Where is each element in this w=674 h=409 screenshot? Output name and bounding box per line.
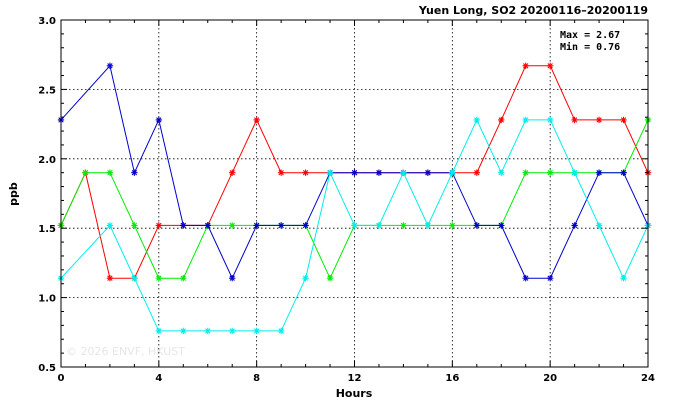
y-tick-label: 3.0	[38, 16, 56, 27]
series-3	[57, 116, 652, 335]
watermark: © 2026 ENVF, HKUST	[66, 345, 185, 358]
data-point	[155, 222, 163, 229]
data-point	[106, 169, 114, 176]
data-point	[473, 116, 480, 124]
data-point	[302, 274, 309, 282]
data-point	[229, 169, 236, 176]
data-point	[180, 327, 187, 335]
annotation-max: Max = 2.67	[560, 30, 620, 41]
data-point	[82, 169, 89, 176]
data-point	[229, 327, 236, 335]
ticks: 0 4 8 12 16 20 24 0.5 1.0 1.5 2.0 2.5 3.0	[38, 16, 655, 384]
series-line	[60, 118, 649, 332]
series-line	[60, 119, 649, 280]
x-tick-label: 24	[641, 373, 655, 384]
data-point	[473, 222, 480, 229]
x-axis-label: Hours	[336, 387, 373, 400]
chart-title: Yuen Long, SO2 20200116–20200119	[418, 4, 648, 17]
data-point	[155, 327, 163, 335]
data-point	[571, 116, 578, 124]
data-point	[522, 116, 529, 124]
data-point	[351, 222, 358, 229]
data-point	[595, 116, 603, 124]
data-point	[375, 222, 383, 229]
data-point	[155, 116, 163, 124]
x-tick-label: 20	[543, 373, 557, 384]
data-point	[277, 169, 285, 176]
data-point	[302, 169, 309, 176]
x-tick-label: 8	[253, 373, 260, 384]
grid	[61, 20, 648, 367]
series-line	[60, 64, 649, 280]
y-tick-label: 1.5	[38, 224, 56, 235]
data-point	[400, 222, 407, 229]
data-point	[546, 116, 554, 124]
data-point	[106, 274, 114, 282]
data-point	[571, 222, 578, 229]
data-point	[204, 327, 211, 335]
data-point	[473, 169, 480, 176]
data-point	[424, 222, 432, 229]
data-point	[106, 222, 114, 229]
data-point	[277, 327, 285, 335]
data-point	[522, 62, 529, 70]
data-point	[546, 169, 554, 176]
data-point	[620, 116, 627, 124]
data-point	[204, 222, 211, 229]
data-point	[229, 274, 236, 282]
data-point	[498, 222, 505, 229]
data-point	[326, 274, 334, 282]
data-point	[302, 222, 309, 229]
data-point	[106, 62, 114, 70]
data-point	[546, 62, 554, 70]
data-point	[180, 274, 187, 282]
y-tick-label: 0.5	[38, 363, 56, 374]
data-point	[449, 169, 456, 176]
data-point	[351, 169, 358, 176]
data-point	[449, 222, 456, 229]
data-point	[522, 169, 529, 176]
y-tick-label: 2.5	[38, 85, 56, 96]
data-point	[595, 222, 603, 229]
y-tick-label: 2.0	[38, 155, 56, 166]
data-point	[375, 169, 383, 176]
data-point	[253, 222, 260, 229]
data-point	[253, 327, 260, 335]
data-point	[131, 274, 138, 282]
data-point	[400, 169, 407, 176]
data-point	[595, 169, 603, 176]
y-tick-label: 1.0	[38, 294, 56, 305]
data-point	[546, 274, 554, 282]
data-point	[131, 169, 138, 176]
data-point	[277, 222, 285, 229]
x-tick-label: 12	[348, 373, 362, 384]
data-point	[522, 274, 529, 282]
data-point	[326, 169, 334, 176]
data-point	[253, 116, 260, 124]
x-tick-label: 16	[445, 373, 459, 384]
data-point	[131, 222, 138, 229]
x-tick-label: 4	[155, 373, 162, 384]
data-point	[229, 222, 236, 229]
series-layer	[57, 62, 652, 335]
data-point	[180, 222, 187, 229]
data-point	[498, 116, 505, 124]
data-point	[620, 169, 627, 176]
annotation-min: Min = 0.76	[560, 41, 620, 53]
data-point	[155, 274, 163, 282]
data-point	[571, 169, 578, 176]
y-axis-label: ppb	[7, 182, 20, 206]
data-point	[620, 274, 627, 282]
data-point	[498, 169, 505, 176]
data-point	[424, 169, 432, 176]
x-tick-label: 0	[58, 373, 65, 384]
